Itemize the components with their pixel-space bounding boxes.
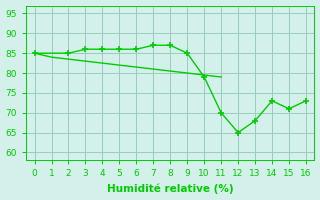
X-axis label: Humidité relative (%): Humidité relative (%) (107, 184, 234, 194)
